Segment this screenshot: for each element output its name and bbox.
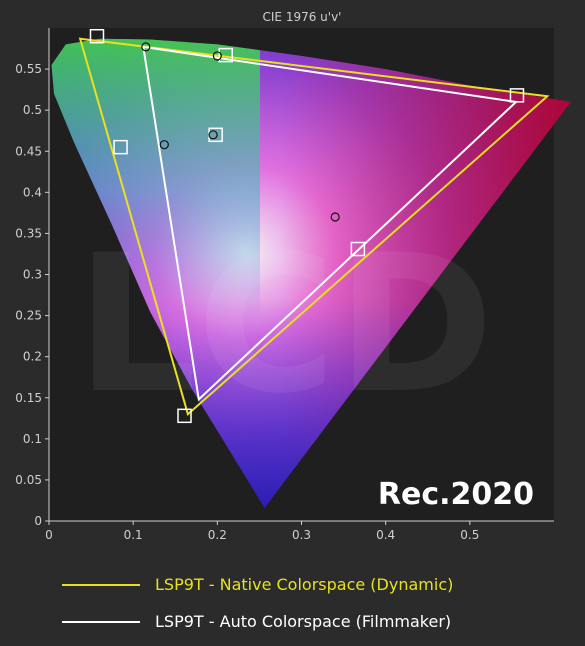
- x-tick-label: 0: [45, 528, 53, 542]
- target-square: [89, 28, 105, 44]
- target-square: [350, 241, 366, 257]
- series-lines: [78, 37, 550, 416]
- y-tick-label: 0: [34, 514, 42, 528]
- target-square: [218, 47, 233, 63]
- series-triangle-1: [142, 45, 519, 402]
- y-tick-label: 0.25: [15, 309, 42, 323]
- measured-circle: [208, 130, 218, 140]
- chart-svg: LCD 0 0.1 0.2 0.3 0.4 0.500.050.10.150.20.250…: [15, 10, 571, 542]
- watermark-text: LCD: [76, 214, 494, 435]
- x-tick-label: 0.5: [460, 528, 479, 542]
- y-tick-label: 0.55: [15, 62, 42, 76]
- legend-label-auto: LSP9T - Auto Colorspace (Filmmaker): [155, 612, 452, 631]
- measured-circle: [330, 212, 340, 222]
- y-tick-label: 0.2: [23, 350, 42, 364]
- y-tick-label: 0.1: [23, 432, 42, 446]
- rec2020-label: Rec.2020: [378, 477, 534, 512]
- series-triangle-0: [78, 37, 550, 416]
- measured-circle: [141, 42, 151, 52]
- x-tick-label: 0.4: [376, 528, 395, 542]
- legend-swatch-auto: [62, 621, 140, 623]
- markers: [89, 28, 525, 424]
- measured-circle: [212, 51, 222, 61]
- legend-label-native: LSP9T - Native Colorspace (Dynamic): [155, 575, 454, 594]
- axes: 0 0.1 0.2 0.3 0.4 0.5 0 0.05 0.1 0.15 0.2 0.25 0.3 0.…: [15, 28, 554, 542]
- y-tick-label: 0.3: [23, 268, 42, 282]
- target-square: [177, 408, 192, 424]
- y-tick-label: 0.45: [15, 144, 42, 158]
- legend-item-native: LSP9T - Native Colorspace (Dynamic): [62, 573, 562, 597]
- x-tick-label: 0.3: [292, 528, 311, 542]
- y-tick-label: 0.5: [23, 103, 42, 117]
- watermark: LCD: [76, 214, 494, 435]
- y-tick-label: 0.35: [15, 226, 42, 240]
- x-tick-label: 0.1: [124, 528, 143, 542]
- chart-title: CIE 1976 u'v': [263, 10, 342, 24]
- chromaticity-chart: LCD 0 0.1 0.2 0.3 0.4 0.5 0 0.05 0.1 0.15 0.2 0.25 0…: [15, 10, 571, 542]
- measured-circle: [159, 140, 169, 150]
- y-tick-label: 0.15: [15, 391, 42, 405]
- x-tick-label: 0.2: [208, 528, 227, 542]
- legend-swatch-native: [62, 584, 140, 586]
- legend-item-auto: LSP9T - Auto Colorspace (Filmmaker): [62, 610, 562, 634]
- target-square: [113, 139, 128, 155]
- y-tick-label: 0.05: [15, 473, 42, 487]
- y-tick-label: 0.4: [23, 185, 42, 199]
- target-square: [509, 88, 525, 103]
